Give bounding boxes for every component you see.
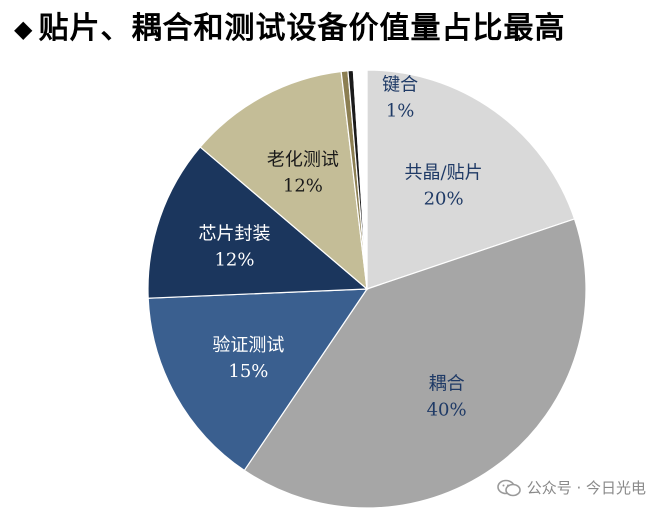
pie-slice-0 <box>366 69 576 290</box>
slice-value-label-7: 1% <box>386 101 415 122</box>
slice-value-label-1: 40% <box>427 400 467 421</box>
slice-label-2: 验证测试 <box>212 335 284 356</box>
pie-slice-1 <box>243 218 587 509</box>
pie-slice-7 <box>352 69 368 290</box>
slice-label-1: 耦合 <box>429 374 465 395</box>
pie-slice-4 <box>199 70 368 291</box>
slice-label-7: 键合 <box>382 75 418 96</box>
pie-slice-2 <box>147 288 369 472</box>
watermark: 公众号 · 今日光电 <box>496 477 646 498</box>
pie-slice-3 <box>147 146 369 299</box>
chart-title: ◆ 贴片、耦合和测试设备价值量占比最高 <box>14 14 565 44</box>
watermark-text: 公众号 · 今日光电 <box>526 479 646 497</box>
pie-slices <box>147 69 587 509</box>
wechat-icon <box>496 479 521 496</box>
slice-value-label-0: 20% <box>424 188 464 209</box>
title-text: 贴片、耦合和测试设备价值量占比最高 <box>38 11 566 46</box>
slice-label-0: 共晶/贴片 <box>405 162 483 183</box>
pie-labels: 共晶/贴片 20% 耦合 40% 验证测试 15% 芯片封装 12% 老化测试 12% 键合 1% <box>199 75 483 421</box>
slice-value-label-4: 12% <box>283 175 323 196</box>
slice-value-label-3: 12% <box>214 249 254 270</box>
diamond-bullet-icon: ◆ <box>14 15 33 43</box>
slice-value-label-2: 15% <box>228 361 268 382</box>
slice-label-3: 芯片封装 <box>199 223 271 244</box>
slice-label-4: 老化测试 <box>267 149 339 170</box>
